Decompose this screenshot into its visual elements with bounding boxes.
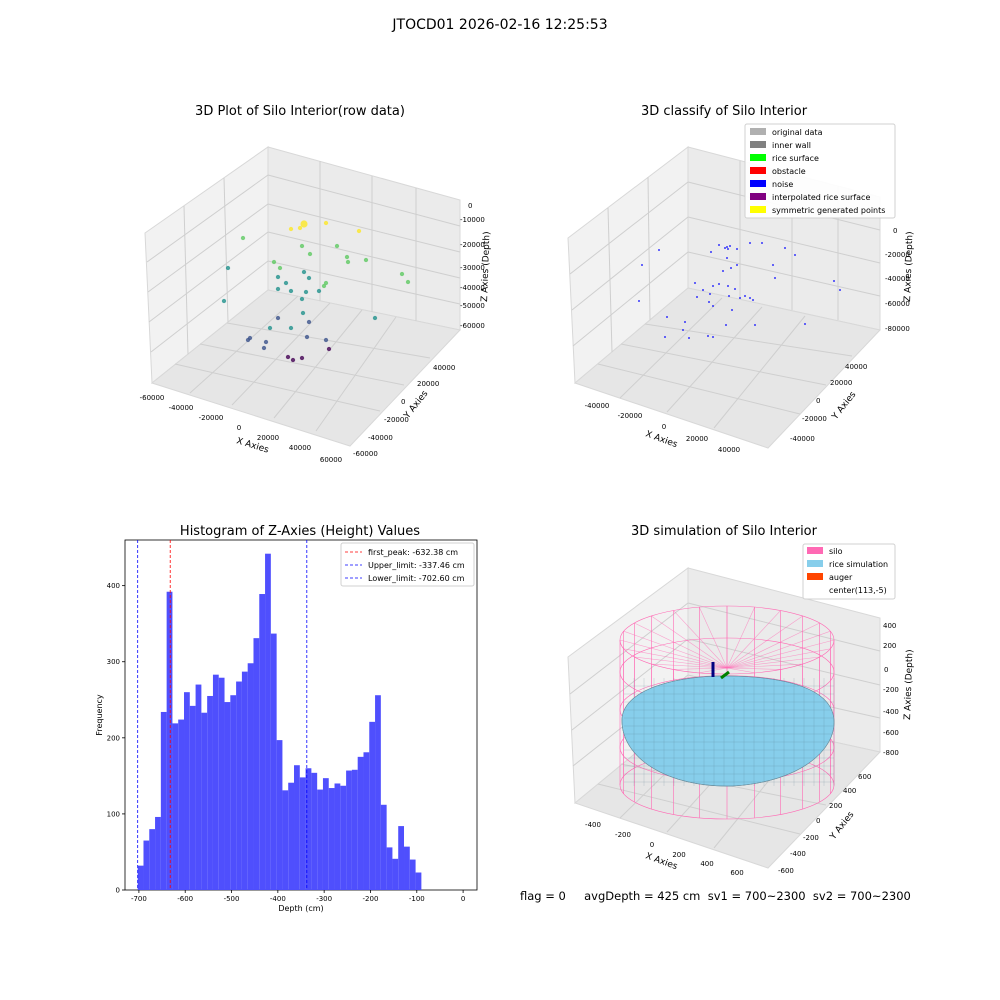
histogram-bar (172, 723, 179, 890)
histogram-bar (334, 783, 341, 890)
histogram-bar (363, 752, 370, 890)
histogram-bar (392, 858, 399, 890)
histogram-bar (189, 705, 196, 890)
legend-label: Upper_limit: -337.46 cm (368, 561, 465, 570)
x-tick-label: -200 (363, 895, 379, 903)
histogram-bar (415, 872, 422, 890)
histogram-bar (259, 594, 266, 890)
histogram-bar (375, 695, 381, 890)
histogram-bar (241, 671, 248, 890)
histogram-bar (178, 719, 185, 890)
y-tick-label: 100 (107, 810, 120, 818)
histogram-bar (357, 756, 364, 890)
histogram-bar (218, 677, 225, 890)
histogram-bar (247, 663, 254, 890)
histogram-bar (137, 865, 144, 890)
legend-label: Lower_limit: -702.60 cm (368, 574, 465, 583)
histogram-bar (404, 846, 410, 890)
histogram-bar (195, 684, 202, 890)
x-tick-label: 0 (461, 895, 465, 903)
histogram-bar (253, 638, 260, 890)
histogram-bar (340, 785, 347, 890)
histogram-legend (340, 542, 475, 587)
histogram-bar (346, 770, 352, 890)
histogram-bar (351, 769, 358, 890)
figure-title: JTOCD01 2026-02-16 12:25:53 (392, 17, 608, 33)
histogram-bar (155, 816, 161, 890)
panel3-title: Histogram of Z-Axies (Height) Values (179, 524, 421, 539)
y-tick-label: 0 (116, 887, 120, 895)
histogram-bar (265, 553, 271, 890)
histogram-bar (184, 692, 190, 890)
histogram-threshold-lines (137, 540, 308, 890)
histogram-bar (288, 782, 295, 890)
histogram-bar (160, 711, 167, 890)
x-tick-label: -500 (224, 895, 240, 903)
histogram-y-ticks: 0 100 200 300 400 (107, 582, 125, 895)
histogram-bar (398, 826, 405, 890)
y-tick-label: 200 (107, 734, 120, 742)
histogram-bar (224, 702, 231, 890)
histogram-bar (236, 681, 242, 890)
y-tick-label: 400 (107, 582, 120, 590)
panel2-title: 3D classify of Silo Interior (640, 104, 808, 119)
histogram-bar (143, 840, 150, 890)
histogram-bar (369, 721, 376, 890)
histogram-bar (282, 790, 289, 890)
histogram-bar (317, 789, 323, 890)
x-tick-label: -100 (409, 895, 425, 903)
histogram-bar (276, 740, 283, 890)
histogram-bar (380, 804, 387, 890)
histogram-bar (149, 829, 156, 890)
panel1-title: 3D Plot of Silo Interior(row data) (195, 104, 405, 119)
histogram-x-ticks: -700 -600 -500 -400 -300 -200 -100 0 (131, 890, 465, 903)
legend-label: first_peak: -632.38 cm (368, 548, 458, 557)
histogram-bar (305, 768, 312, 890)
x-tick-label: -600 (177, 895, 193, 903)
histogram-y-label: Frequency (95, 694, 104, 736)
histogram-bars (137, 553, 422, 890)
histogram-bar (230, 695, 237, 890)
histogram-bar (270, 633, 277, 890)
histogram-legend-items: first_peak: -632.38 cm Upper_limit: -337.… (345, 548, 465, 583)
histogram-bar (212, 674, 219, 890)
histogram-bar (201, 712, 208, 890)
histogram-x-label: Depth (cm) (278, 904, 323, 913)
x-tick-label: -700 (131, 895, 147, 903)
histogram-bar (386, 847, 393, 890)
histogram-bar (328, 788, 335, 890)
histogram-bar (311, 772, 318, 890)
histogram-bar (207, 695, 213, 890)
histogram-bar (294, 765, 300, 890)
histogram-bar (409, 859, 416, 890)
histogram-bar (322, 778, 329, 890)
status-footer: flag = 0 avgDepth = 425 cm sv1 = 700~230… (520, 889, 911, 903)
x-tick-label: -400 (270, 895, 286, 903)
x-tick-label: -300 (316, 895, 332, 903)
histogram-bar (299, 777, 306, 890)
histogram-bar (166, 591, 173, 890)
panel4-title: 3D simulation of Silo Interior (631, 524, 817, 539)
y-tick-label: 300 (107, 658, 120, 666)
